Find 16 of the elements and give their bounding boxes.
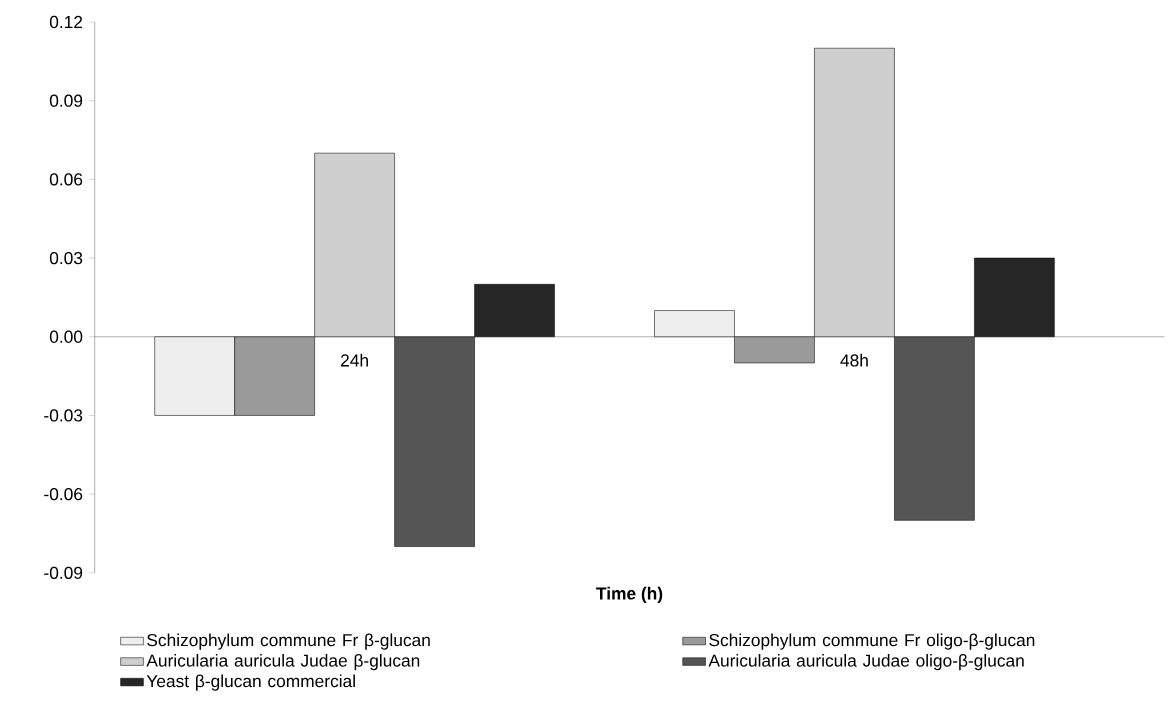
y-tick-label: -0.09 [44, 566, 83, 580]
legend-label: Schizophylum commune Fr β-glucan [147, 633, 430, 650]
y-tick-label: -0.06 [44, 488, 83, 501]
y-tick-label: 0.03 [49, 251, 83, 265]
y-tick-label: 0.09 [49, 94, 83, 107]
legend-label: Schizophylum commune Fr oligo-β-glucan [709, 633, 1035, 650]
x-tick-label: 48h [840, 353, 868, 367]
y-tick-label: -0.03 [44, 409, 83, 422]
legend-label: Auricularia auricula Judae oligo-β-glucan [708, 654, 1024, 671]
x-tick-label: 24h [341, 353, 368, 367]
x-axis-title: Time (h) [596, 586, 663, 604]
y-tick-label: 0.12 [49, 15, 83, 29]
y-tick-label: 0.00 [49, 330, 83, 343]
y-tick-label: 0.06 [49, 173, 83, 186]
legend-label: Auricularia auricula Judae β-glucan [146, 654, 420, 671]
legend-label: Yeast β-glucan commercial [146, 674, 355, 691]
